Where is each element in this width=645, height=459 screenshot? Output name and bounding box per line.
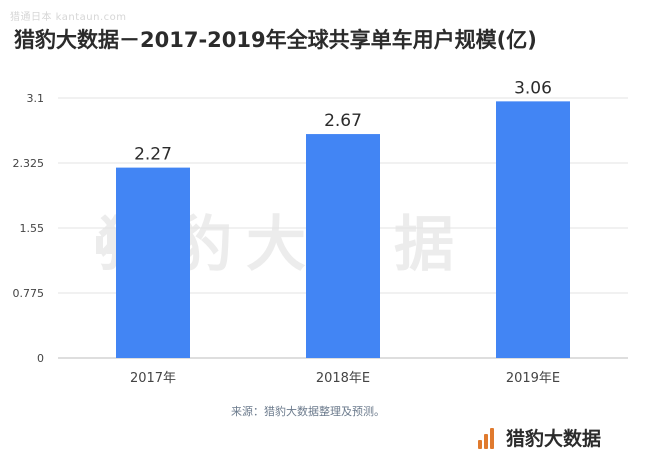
bars [116,101,570,359]
x-axis-tick-labels: 2017年 2018年E 2019年E [130,371,560,386]
bar [496,101,570,359]
x-tick-label: 2018年E [316,371,370,386]
data-label: 2.27 [134,145,172,165]
data-labels: 2.27 2.67 3.06 [134,78,552,164]
corner-watermark: 猎通日本 kantaun.com [10,12,127,23]
y-tick-label: 1.55 [20,222,45,235]
x-tick-label: 2017年 [130,371,176,386]
brand-logo: 猎豹大数据 [478,424,601,451]
y-tick-label: 2.325 [13,157,45,170]
y-tick-label: 0.775 [13,287,45,300]
bar-logo-icon [478,427,500,449]
y-tick-label: 3.1 [27,92,45,105]
bar [306,134,380,358]
y-axis-tick-labels: 0 0.775 1.55 2.325 3.1 [13,92,45,365]
bar [116,167,190,358]
data-label: 2.67 [324,111,362,131]
data-label: 3.06 [514,78,552,98]
chart-title: 猎豹大数据－2017-2019年全球共享单车用户规模(亿) [14,28,537,52]
x-tick-label: 2019年E [506,371,560,386]
brand-name: 猎豹大数据 [506,428,602,450]
y-tick-label: 0 [37,352,44,365]
source-note: 来源：猎豹大数据整理及预测。 [231,405,385,418]
